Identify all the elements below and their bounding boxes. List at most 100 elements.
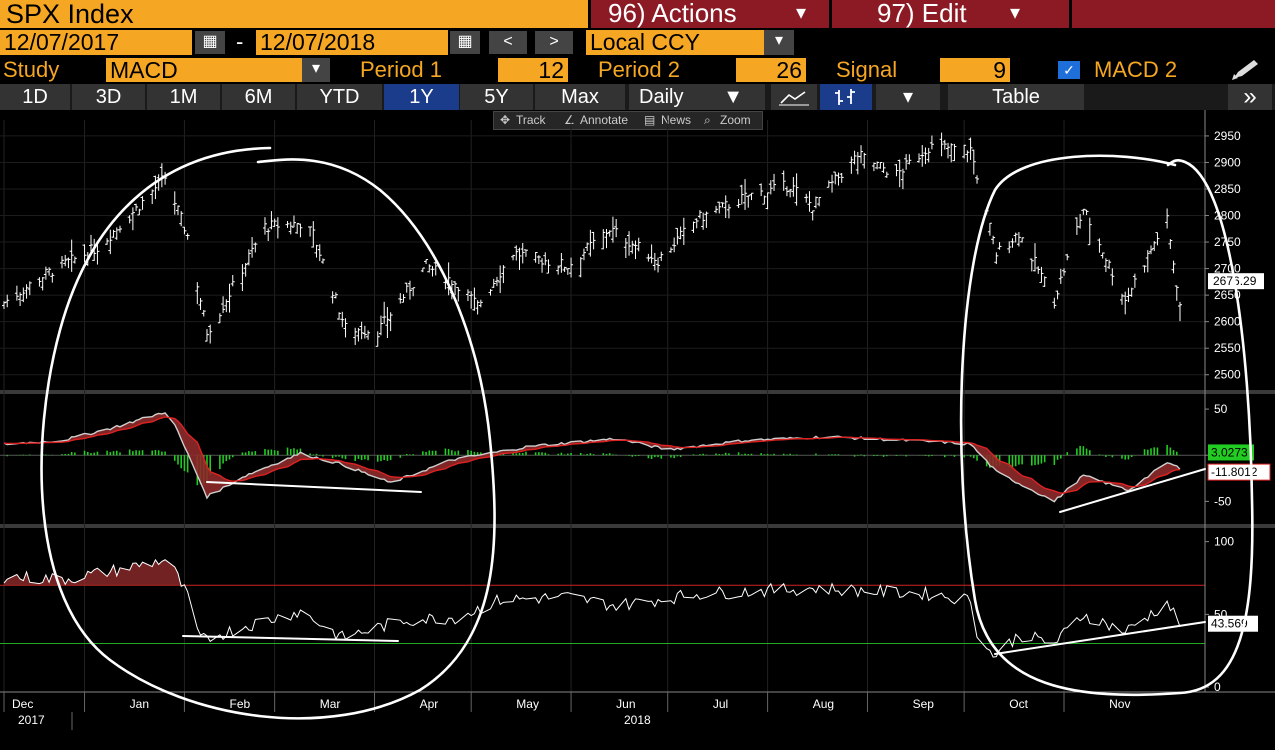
chevron-down-icon: ▼ — [723, 86, 743, 108]
zoom-icon[interactable]: ⌕ — [704, 113, 711, 127]
divergence-line — [182, 635, 399, 642]
x-tick-label: Aug — [813, 697, 834, 711]
price-pane-divider — [0, 390, 1275, 394]
macd2-label: MACD 2 — [1094, 57, 1178, 82]
line-chart-style-button[interactable] — [771, 84, 817, 110]
calendar-icon[interactable]: ▦ — [450, 31, 480, 54]
divergence-line — [1059, 468, 1206, 513]
period1-label: Period 1 — [360, 57, 442, 82]
x-tick-label: May — [516, 697, 539, 711]
chart-tools-strip: ✥ Track ∠ Annotate ▤ News ⌕ Zoom — [493, 111, 763, 130]
x-tick-label: Nov — [1109, 697, 1130, 711]
period2-label: Period 2 — [598, 57, 680, 82]
macd2-tick-label: 100 — [1214, 535, 1234, 549]
x-year-label: 2018 — [624, 713, 651, 727]
study-label: Study — [3, 57, 60, 82]
period-button-max[interactable]: Max — [535, 84, 625, 110]
news-icon[interactable]: ▤ — [644, 113, 656, 127]
signal-line — [3, 416, 1181, 494]
period2-field[interactable]: 26 — [736, 58, 806, 82]
ticker-bar: SPX Index — [0, 0, 588, 29]
frequency-label: Daily — [639, 86, 684, 108]
macd-tick-label: -50 — [1214, 494, 1232, 508]
x-tick-label: Feb — [230, 697, 251, 711]
bar-chart-style-button[interactable] — [820, 84, 872, 110]
signal-label: Signal — [836, 57, 898, 82]
chevron-down-icon[interactable]: ▾ — [302, 58, 330, 82]
overbought-fill — [4, 559, 1180, 586]
study-select[interactable]: MACD — [106, 58, 302, 82]
prev-period-button[interactable]: < — [489, 31, 527, 54]
chart-options-dropdown[interactable]: ▾ — [876, 84, 940, 110]
period-button-1m[interactable]: 1M — [147, 84, 220, 110]
end-date-field[interactable]: 12/07/2018 — [256, 30, 448, 55]
price-bars — [2, 132, 1182, 347]
macd2-tick-label: 0 — [1214, 680, 1221, 694]
period1-field[interactable]: 12 — [498, 58, 568, 82]
price-tick-label: 2600 — [1214, 315, 1241, 329]
header-filler — [1072, 0, 1275, 28]
price-tick-label: 2500 — [1214, 368, 1241, 382]
price-tick-label: 2550 — [1214, 341, 1241, 355]
period-button-1y[interactable]: 1Y — [384, 84, 459, 110]
chevron-down-icon[interactable]: ▾ — [764, 30, 794, 55]
price-tick-label: 2950 — [1214, 129, 1241, 143]
chevron-down-icon: ▾ — [1010, 2, 1021, 24]
period-button-3d[interactable]: 3D — [72, 84, 145, 110]
macd2-line-path — [3, 558, 1181, 658]
x-tick-label: Sep — [913, 697, 935, 711]
tool-annotate[interactable]: Annotate — [580, 113, 629, 127]
currency-select[interactable]: Local CCY — [586, 30, 764, 55]
tool-track[interactable]: Track — [516, 113, 546, 127]
price-tick-label: 2650 — [1214, 288, 1241, 302]
tool-zoom[interactable]: Zoom — [720, 113, 751, 127]
x-tick-label: Jan — [130, 697, 149, 711]
annotate-icon[interactable]: ∠ — [564, 113, 575, 127]
divergence-line — [994, 621, 1206, 655]
next-period-button[interactable]: > — [535, 31, 573, 54]
calendar-icon[interactable]: ▦ — [195, 31, 225, 54]
frequency-select[interactable]: Daily ▼ — [629, 84, 765, 110]
x-tick-label: Apr — [420, 697, 439, 711]
period-button-1d[interactable]: 1D — [0, 84, 70, 110]
expand-more-button[interactable]: » — [1228, 84, 1272, 110]
last-price-tag — [1208, 273, 1264, 290]
divergence-line — [206, 481, 422, 493]
chart-area[interactable]: Dec Jan Feb Mar Apr May Jun Jul Aug Sep Oct Nov 2017… — [0, 110, 1275, 750]
tool-news[interactable]: News — [661, 113, 692, 127]
ellipse-annotation-left — [40, 146, 496, 720]
price-tick-label: 2850 — [1214, 182, 1241, 196]
crosshair-icon[interactable]: ✥ — [500, 113, 511, 127]
macd-value-tag — [1208, 444, 1254, 461]
grid — [0, 120, 1275, 692]
macd-pane-divider — [0, 524, 1275, 528]
period-button-ytd[interactable]: YTD — [297, 84, 382, 110]
table-button[interactable]: Table — [948, 84, 1084, 110]
signal-value-tag — [1207, 463, 1271, 481]
macd2-checkbox[interactable]: ✓ — [1058, 61, 1080, 79]
macd-ribbon — [3, 412, 1181, 503]
x-year-label: 2017 — [18, 713, 45, 727]
period-button-5y[interactable]: 5Y — [460, 84, 533, 110]
ticker-title: SPX Index — [6, 0, 134, 29]
macd-tick-label: 50 — [1214, 402, 1228, 416]
x-tick-label: Oct — [1009, 697, 1028, 711]
actions-label: 96) Actions — [608, 0, 737, 28]
pencil-icon[interactable] — [1228, 58, 1262, 82]
x-tick-label: Jul — [713, 697, 728, 711]
x-tick-label: Mar — [320, 697, 341, 711]
signal-value-tag-text: -11.8012 — [1211, 465, 1258, 479]
period-button-6m[interactable]: 6M — [222, 84, 295, 110]
start-date-field[interactable]: 12/07/2017 — [0, 30, 192, 55]
price-tick-label: 2900 — [1214, 155, 1241, 169]
signal-field[interactable]: 9 — [940, 58, 1010, 82]
macd2-line — [3, 558, 1181, 658]
x-tick-label: Dec — [12, 697, 33, 711]
actions-menu[interactable]: 96) Actions ▾ — [591, 0, 829, 28]
macd-value-tag-text: 3.0273 — [1211, 445, 1248, 459]
edit-label: 97) Edit — [877, 0, 967, 28]
axes: Dec Jan Feb Mar Apr May Jun Jul Aug Sep Oct Nov 2017… — [0, 110, 1275, 730]
hand-drawn-annotations — [40, 146, 1254, 720]
edit-menu[interactable]: 97) Edit ▾ — [832, 0, 1069, 28]
chevron-down-icon: ▾ — [902, 86, 914, 108]
